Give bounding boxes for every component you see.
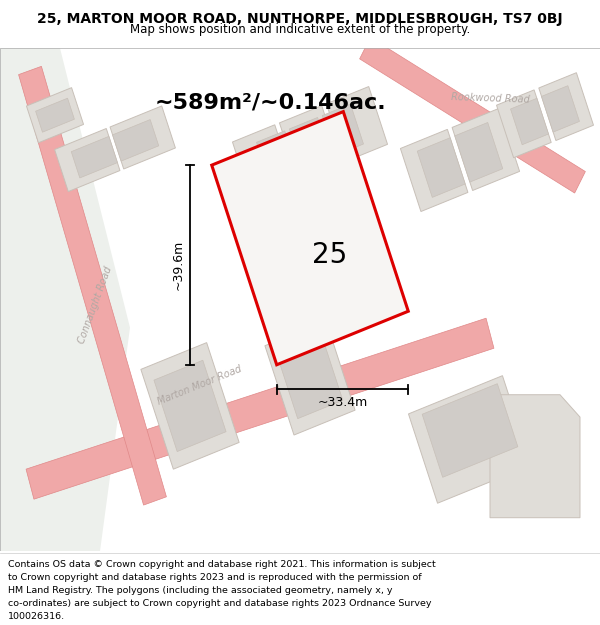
Polygon shape bbox=[322, 104, 364, 156]
Polygon shape bbox=[232, 125, 293, 200]
Text: 25: 25 bbox=[313, 241, 347, 269]
Polygon shape bbox=[539, 72, 593, 141]
Polygon shape bbox=[455, 122, 503, 182]
Polygon shape bbox=[154, 360, 226, 452]
Polygon shape bbox=[265, 321, 355, 435]
Polygon shape bbox=[141, 342, 239, 469]
Polygon shape bbox=[542, 86, 580, 132]
Polygon shape bbox=[400, 129, 468, 211]
Polygon shape bbox=[26, 318, 494, 499]
Text: ~39.6m: ~39.6m bbox=[172, 240, 185, 290]
Text: Contains OS data © Crown copyright and database right 2021. This information is : Contains OS data © Crown copyright and d… bbox=[8, 560, 436, 569]
Polygon shape bbox=[409, 376, 532, 503]
Polygon shape bbox=[497, 90, 551, 158]
Text: ~589m²/~0.146ac.: ~589m²/~0.146ac. bbox=[155, 93, 386, 113]
Polygon shape bbox=[212, 112, 408, 365]
Polygon shape bbox=[277, 338, 343, 419]
Polygon shape bbox=[19, 66, 166, 505]
Polygon shape bbox=[55, 129, 120, 191]
Polygon shape bbox=[113, 119, 159, 161]
Text: 100026316.: 100026316. bbox=[8, 612, 65, 621]
Polygon shape bbox=[452, 108, 520, 191]
Polygon shape bbox=[0, 48, 130, 551]
Text: Map shows position and indicative extent of the property.: Map shows position and indicative extent… bbox=[130, 23, 470, 36]
Text: Connaught Road: Connaught Road bbox=[76, 265, 113, 345]
Text: co-ordinates) are subject to Crown copyright and database rights 2023 Ordnance S: co-ordinates) are subject to Crown copyr… bbox=[8, 599, 431, 608]
Text: to Crown copyright and database rights 2023 and is reproduced with the permissio: to Crown copyright and database rights 2… bbox=[8, 573, 422, 582]
Text: ~33.4m: ~33.4m bbox=[317, 396, 368, 409]
Polygon shape bbox=[422, 384, 518, 478]
Polygon shape bbox=[280, 106, 341, 181]
Polygon shape bbox=[359, 38, 586, 193]
Text: Marton Moor Road: Marton Moor Road bbox=[157, 364, 244, 408]
Polygon shape bbox=[511, 98, 548, 145]
Polygon shape bbox=[35, 98, 74, 132]
Polygon shape bbox=[490, 395, 580, 518]
Polygon shape bbox=[110, 106, 175, 169]
Text: 25, MARTON MOOR ROAD, NUNTHORPE, MIDDLESBROUGH, TS7 0BJ: 25, MARTON MOOR ROAD, NUNTHORPE, MIDDLES… bbox=[37, 12, 563, 26]
Polygon shape bbox=[26, 88, 83, 142]
Text: HM Land Registry. The polygons (including the associated geometry, namely x, y: HM Land Registry. The polygons (includin… bbox=[8, 586, 392, 595]
Polygon shape bbox=[257, 131, 298, 182]
Polygon shape bbox=[289, 118, 331, 169]
Text: Rookwood Road: Rookwood Road bbox=[451, 92, 530, 105]
Polygon shape bbox=[71, 136, 118, 178]
Polygon shape bbox=[326, 86, 388, 161]
Polygon shape bbox=[417, 138, 465, 198]
